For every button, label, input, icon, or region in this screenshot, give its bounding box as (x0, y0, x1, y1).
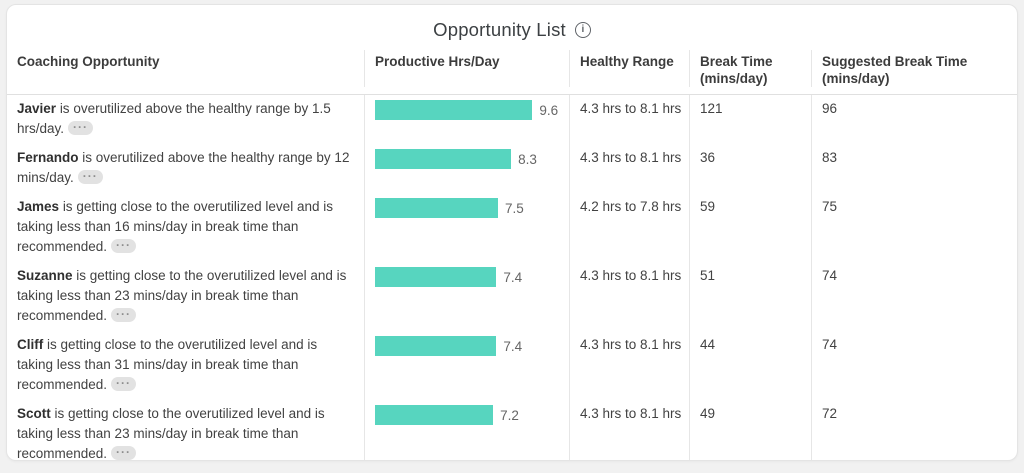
table-header-row: Coaching Opportunity Productive Hrs/Day He… (7, 50, 1017, 95)
productive-hours-bar (375, 267, 497, 287)
break-time-cell: 44 (689, 331, 811, 400)
more-options-icon[interactable]: ··· (111, 308, 137, 322)
more-options-icon[interactable]: ··· (68, 121, 94, 135)
break-time-cell: 121 (689, 95, 811, 144)
column-header-productive-hrs-day: Productive Hrs/Day (364, 50, 569, 87)
table-row: James is getting close to the overutiliz… (7, 193, 1017, 262)
bar-value-label: 7.5 (505, 200, 524, 216)
break-time-cell: 36 (689, 144, 811, 193)
productive-hours-bar (375, 336, 497, 356)
column-header-label: Break Time (700, 54, 773, 69)
break-time-cell: 51 (689, 262, 811, 331)
table-row: Javier is overutilized above the healthy… (7, 95, 1017, 144)
productive-hours-bar-wrap: 9.6 (375, 100, 563, 120)
healthy-range-cell: 4.2 hrs to 7.8 hrs (569, 193, 689, 262)
suggested-break-time-cell: 74 (811, 331, 1017, 400)
productive-hrs-cell: 7.4 (364, 331, 569, 400)
break-time-cell: 59 (689, 193, 811, 262)
healthy-range-cell: 4.3 hrs to 8.1 hrs (569, 144, 689, 193)
column-header-sub-label: (mins/day) (700, 71, 768, 86)
suggested-break-time-cell: 72 (811, 400, 1017, 460)
bar-value-label: 9.6 (539, 102, 559, 118)
employee-name: Javier (17, 101, 57, 116)
bar-value-label: 7.4 (503, 338, 523, 354)
page-title: Opportunity List (433, 19, 566, 40)
table-row: Fernando is overutilized above the healt… (7, 144, 1017, 193)
opportunity-list-card: Opportunity List i Coaching Opportunity P… (6, 4, 1018, 461)
table-body: Javier is overutilized above the healthy… (7, 95, 1017, 461)
column-header-label: Healthy Range (580, 54, 674, 69)
column-header-label: Coaching Opportunity (17, 54, 160, 69)
healthy-range-cell: 4.3 hrs to 8.1 hrs (569, 262, 689, 331)
healthy-range-cell: 4.3 hrs to 8.1 hrs (569, 400, 689, 460)
coaching-opportunity-cell: Suzanne is getting close to the overutil… (7, 262, 364, 331)
productive-hrs-cell: 7.5 (364, 193, 569, 262)
productive-hours-bar-wrap: 7.4 (375, 267, 563, 287)
more-options-icon[interactable]: ··· (111, 239, 137, 253)
suggested-break-time-cell: 96 (811, 95, 1017, 144)
coaching-opportunity-cell: Javier is overutilized above the healthy… (7, 95, 364, 144)
productive-hours-bar (375, 100, 533, 120)
more-options-icon[interactable]: ··· (111, 446, 137, 460)
bar-value-label: 8.3 (518, 151, 537, 167)
table-row: Cliff is getting close to the overutiliz… (7, 331, 1017, 400)
more-options-icon[interactable]: ··· (77, 170, 103, 184)
card-header: Opportunity List i (7, 5, 1017, 50)
productive-hrs-cell: 7.4 (364, 262, 569, 331)
column-header-healthy-range: Healthy Range (569, 50, 689, 87)
info-icon[interactable]: i (574, 22, 591, 38)
productive-hours-bar-wrap: 7.4 (375, 336, 563, 356)
table-row: Suzanne is getting close to the overutil… (7, 262, 1017, 331)
productive-hours-bar (375, 198, 498, 218)
productive-hours-bar (375, 149, 512, 169)
coaching-opportunity-cell: Fernando is overutilized above the healt… (7, 144, 364, 193)
column-header-coaching-opportunity: Coaching Opportunity (7, 50, 364, 87)
productive-hours-bar-wrap: 7.2 (375, 405, 563, 425)
break-time-cell: 49 (689, 400, 811, 460)
column-header-label: Productive Hrs/Day (375, 54, 500, 69)
employee-name: Suzanne (17, 268, 73, 283)
employee-name: Cliff (17, 337, 44, 352)
column-header-label: Suggested Break Time (822, 54, 968, 69)
productive-hours-bar-wrap: 8.3 (375, 149, 563, 169)
productive-hrs-cell: 9.6 (364, 95, 569, 144)
column-header-break-time: Break Time (mins/day) (689, 50, 811, 87)
coaching-opportunity-cell: Scott is getting close to the overutiliz… (7, 400, 364, 461)
opportunity-description: is overutilized above the healthy range … (17, 101, 331, 136)
healthy-range-cell: 4.3 hrs to 8.1 hrs (569, 95, 689, 144)
suggested-break-time-cell: 83 (811, 144, 1017, 193)
healthy-range-cell: 4.3 hrs to 8.1 hrs (569, 331, 689, 400)
column-header-suggested-break-time: Suggested Break Time (mins/day) (811, 50, 1017, 87)
table-row: Scott is getting close to the overutiliz… (7, 400, 1017, 461)
coaching-opportunity-cell: James is getting close to the overutiliz… (7, 193, 364, 262)
employee-name: James (17, 199, 60, 214)
suggested-break-time-cell: 75 (811, 193, 1017, 262)
opportunity-description: is getting close to the overutilized lev… (17, 337, 318, 392)
opportunity-description: is getting close to the overutilized lev… (17, 268, 347, 323)
opportunity-description: is getting close to the overutilized lev… (17, 199, 333, 254)
column-header-sub-label: (mins/day) (822, 71, 890, 86)
bar-value-label: 7.2 (500, 407, 519, 423)
more-options-icon[interactable]: ··· (111, 377, 137, 391)
opportunity-description: is getting close to the overutilized lev… (17, 406, 325, 461)
coaching-opportunity-cell: Cliff is getting close to the overutiliz… (7, 331, 364, 400)
productive-hrs-cell: 7.2 (364, 400, 569, 460)
productive-hours-bar-wrap: 7.5 (375, 198, 563, 218)
productive-hrs-cell: 8.3 (364, 144, 569, 193)
bar-value-label: 7.4 (503, 269, 523, 285)
opportunity-description: is overutilized above the healthy range … (17, 150, 350, 185)
productive-hours-bar (375, 405, 494, 425)
employee-name: Scott (17, 406, 51, 421)
employee-name: Fernando (17, 150, 79, 165)
suggested-break-time-cell: 74 (811, 262, 1017, 331)
